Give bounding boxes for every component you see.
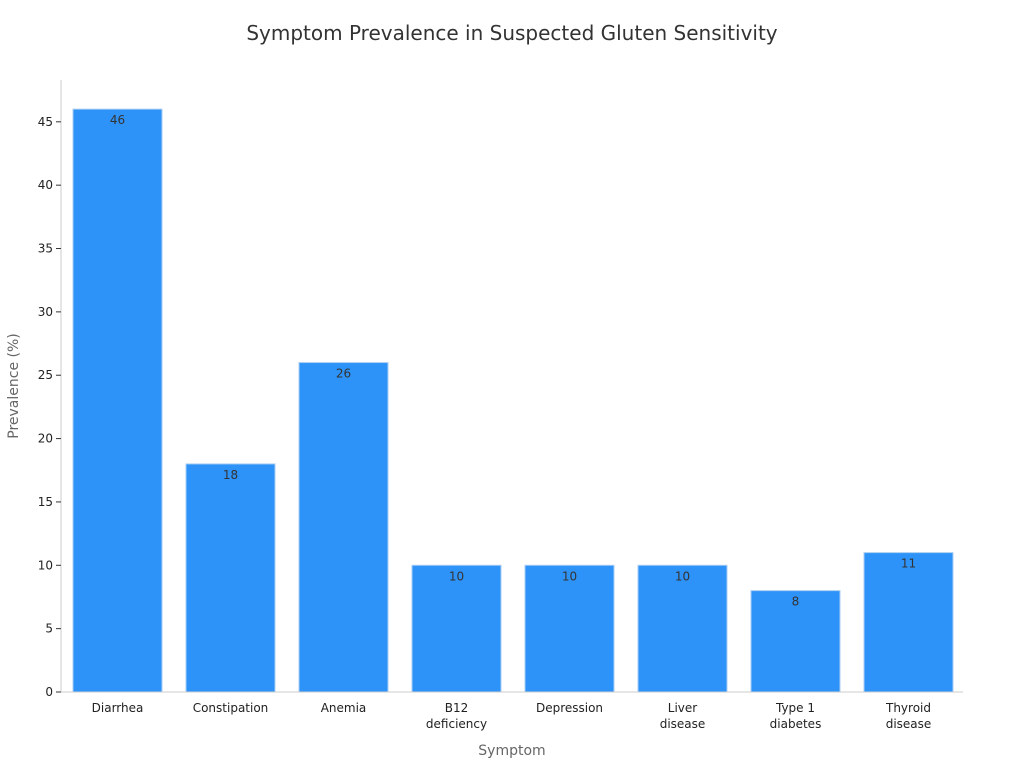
y-tick-label: 15 — [38, 495, 53, 509]
y-tick-label: 40 — [38, 178, 53, 192]
y-tick-label: 30 — [38, 305, 53, 319]
x-tick-label: Liver disease — [660, 701, 706, 731]
bar — [72, 108, 163, 693]
x-tick-label: Depression — [536, 701, 603, 715]
y-tick-label: 5 — [45, 622, 53, 636]
data-label: 46 — [110, 113, 125, 127]
data-label: 10 — [449, 569, 464, 583]
x-ticks: Diarrhea Constipation Anemia B12 deficiency D… — [92, 701, 932, 731]
y-tick-label: 0 — [45, 685, 53, 699]
axes-layer — [60, 80, 963, 693]
x-axis-title: Symptom — [478, 743, 545, 759]
data-label: 10 — [675, 569, 690, 583]
data-label: 26 — [336, 367, 351, 381]
bar — [863, 552, 954, 693]
x-tick-label: Diarrhea — [92, 701, 144, 715]
data-label: 18 — [223, 468, 238, 482]
y-tick-label: 10 — [38, 558, 53, 572]
x-tick-label: Thyroid disease — [885, 701, 931, 731]
data-label: 8 — [792, 595, 800, 609]
x-tick-label: Type 1 diabetes — [770, 701, 822, 731]
y-tick-label: 25 — [38, 368, 53, 382]
y-tick-label: 35 — [38, 242, 53, 256]
x-tick-label: Constipation — [193, 701, 269, 715]
x-tick-label: Anemia — [321, 701, 367, 715]
data-label: 10 — [562, 569, 577, 583]
y-tick-label: 20 — [38, 432, 53, 446]
y-tick-label: 45 — [38, 115, 53, 129]
data-label: 11 — [901, 557, 916, 571]
y-ticks: 0 5 10 15 20 25 30 35 40 45 — [38, 115, 61, 699]
bar — [185, 463, 276, 693]
bar — [524, 564, 615, 693]
bar — [411, 564, 502, 693]
bars-layer: 46 18 26 10 10 10 8 11 — [72, 108, 954, 693]
y-axis-title: Prevalence (%) — [6, 333, 22, 439]
bar — [750, 590, 841, 693]
bar — [298, 362, 389, 693]
x-tick-label: B12 deficiency — [426, 701, 487, 731]
chart-title: Symptom Prevalence in Suspected Gluten S… — [246, 21, 777, 45]
bar — [637, 564, 728, 693]
